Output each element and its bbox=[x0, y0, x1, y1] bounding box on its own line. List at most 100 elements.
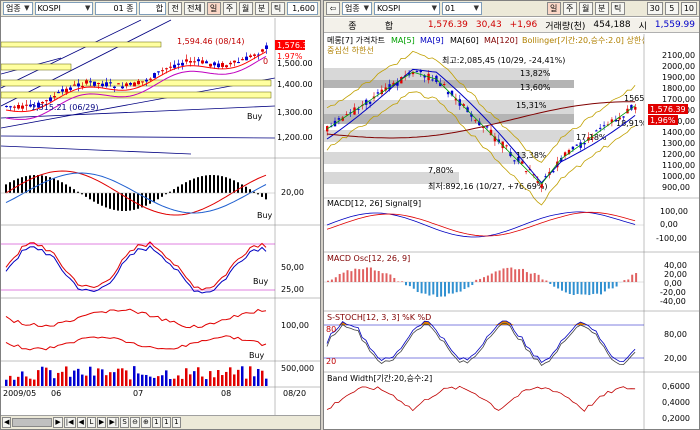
period-5-button[interactable]: 5 bbox=[664, 2, 679, 15]
fib-label-2: 15,31% bbox=[516, 101, 547, 110]
candle-body bbox=[69, 87, 72, 90]
candle-body bbox=[13, 106, 16, 108]
osc-axis-2: 0,00 bbox=[664, 279, 682, 288]
scroll-end-button[interactable]: ▶| bbox=[107, 417, 120, 428]
volume-bar bbox=[225, 371, 228, 386]
index-select[interactable]: KOSPI ▼ bbox=[374, 2, 440, 15]
candle-body bbox=[443, 83, 446, 85]
scroll-s-button[interactable]: S bbox=[120, 417, 130, 428]
volume-bar bbox=[165, 370, 168, 386]
osc-bar bbox=[467, 282, 470, 288]
volume-bar bbox=[89, 366, 92, 386]
market-select[interactable]: 업종 ▼ bbox=[342, 2, 372, 15]
tool-button-3[interactable]: 1 bbox=[171, 417, 181, 428]
count-field[interactable]: 1,600 bbox=[286, 2, 318, 15]
full-button[interactable]: 전체 bbox=[184, 2, 205, 15]
candle-body bbox=[567, 149, 571, 155]
candle-body bbox=[400, 77, 403, 84]
candle-body bbox=[470, 113, 473, 117]
scroll-left-button[interactable]: ◀ bbox=[2, 417, 12, 428]
tab-day[interactable]: 일 bbox=[206, 2, 221, 15]
tab-month[interactable]: 월 bbox=[238, 2, 253, 15]
candle-body bbox=[141, 81, 144, 83]
volume-bar bbox=[125, 370, 128, 386]
volume-bar bbox=[185, 368, 188, 386]
tab-week[interactable]: 주 bbox=[562, 2, 577, 15]
candle-body bbox=[595, 130, 598, 132]
period-field[interactable]: 합 bbox=[138, 2, 167, 15]
osc-bar bbox=[440, 282, 443, 297]
tab-week[interactable]: 주 bbox=[222, 2, 237, 15]
code-field[interactable]: 01 종 bbox=[95, 2, 137, 15]
scroll-fwd-button[interactable]: ▶ bbox=[96, 417, 107, 428]
rsi-axis-0: 100,00 bbox=[281, 321, 309, 330]
tab-day[interactable]: 일 bbox=[546, 2, 561, 15]
volume-bar bbox=[229, 367, 232, 386]
candle-body bbox=[384, 87, 387, 91]
candle-body bbox=[245, 56, 248, 61]
tool-button-2[interactable]: 1 bbox=[161, 417, 171, 428]
price-axis-3: 1,200.00 bbox=[277, 133, 313, 142]
candle-body bbox=[77, 83, 80, 87]
osc-bar bbox=[479, 278, 482, 282]
price-tag-ref: 1565 bbox=[624, 94, 644, 103]
marker-zero: 0 bbox=[263, 57, 268, 66]
osc-bar bbox=[424, 282, 427, 294]
scroll-thumb[interactable] bbox=[12, 418, 53, 427]
prev-button[interactable]: 전 bbox=[168, 2, 183, 15]
macd-bar bbox=[89, 193, 91, 200]
macd-bar bbox=[21, 177, 23, 193]
legend-ma120: MA[120] bbox=[484, 36, 518, 45]
tool-button-1[interactable]: 1 bbox=[151, 417, 161, 428]
zoom-in-button[interactable]: ⊕ bbox=[140, 417, 151, 428]
volume-bar bbox=[141, 374, 144, 386]
period-30-button[interactable]: 30 bbox=[646, 2, 663, 15]
candle-body bbox=[29, 104, 32, 107]
macd-axis-0: 100,00 bbox=[660, 207, 688, 216]
candle-body bbox=[563, 152, 567, 157]
zoom-out-button[interactable]: ⊖ bbox=[130, 417, 140, 428]
volume-bar bbox=[85, 375, 88, 386]
code-select[interactable]: 01 ▼ bbox=[442, 2, 482, 15]
scroll-l-button[interactable]: L bbox=[86, 417, 96, 428]
right-chart-canvas[interactable]: 메롱[7] 가격차트 MA[5] MA[9] MA[60] MA[120] Bo… bbox=[324, 34, 700, 430]
macd-bar bbox=[125, 193, 127, 211]
scroll-right-button[interactable]: ▶ bbox=[53, 417, 63, 428]
osc-bar bbox=[420, 282, 423, 294]
volume-bar bbox=[133, 366, 136, 386]
osc-bar bbox=[514, 269, 517, 282]
scroll-back-button[interactable]: ◀ bbox=[76, 417, 86, 428]
volume-bar bbox=[97, 368, 100, 386]
tab-tick[interactable]: 틱 bbox=[610, 2, 625, 15]
osc-bar bbox=[447, 282, 450, 294]
candle-body bbox=[501, 141, 504, 149]
osc-bar bbox=[611, 282, 614, 289]
menu-icon[interactable]: ⇦ bbox=[326, 2, 340, 15]
tab-minute[interactable]: 분 bbox=[254, 2, 269, 15]
left-chart-canvas[interactable]: 1,576.39 1.97% 1,500.00 1,400.00 1,300.0… bbox=[1, 18, 321, 418]
osc-bar bbox=[428, 282, 431, 296]
macd-bar bbox=[257, 193, 259, 195]
code-value: 01 종 bbox=[113, 4, 134, 13]
tab-minute[interactable]: 분 bbox=[594, 2, 609, 15]
scroll-start-button[interactable]: |◀ bbox=[63, 417, 76, 428]
price-axis-label: 1800,00 bbox=[662, 84, 695, 93]
macd-bar bbox=[113, 193, 115, 210]
market-select[interactable]: 업종 ▼ bbox=[3, 2, 33, 15]
candle-body bbox=[337, 118, 341, 120]
macd-bar bbox=[45, 176, 47, 193]
tab-month[interactable]: 월 bbox=[578, 2, 593, 15]
candle-body bbox=[560, 157, 563, 162]
tab-tick[interactable]: 틱 bbox=[270, 2, 285, 15]
osc-bar bbox=[592, 282, 595, 294]
index-select[interactable]: KOSPI ▼ bbox=[34, 2, 94, 15]
candle-body bbox=[257, 54, 260, 56]
candle-body bbox=[423, 75, 426, 78]
price-axis-label: 1500,00 bbox=[662, 117, 695, 126]
macd-bar bbox=[129, 193, 131, 211]
fib-label-6: 7,80% bbox=[428, 166, 454, 175]
period-10-button[interactable]: 10 bbox=[680, 2, 697, 15]
price-axis-label: 2100,00 bbox=[662, 51, 695, 60]
volume-bar bbox=[17, 376, 20, 386]
osc-bar bbox=[451, 282, 454, 294]
